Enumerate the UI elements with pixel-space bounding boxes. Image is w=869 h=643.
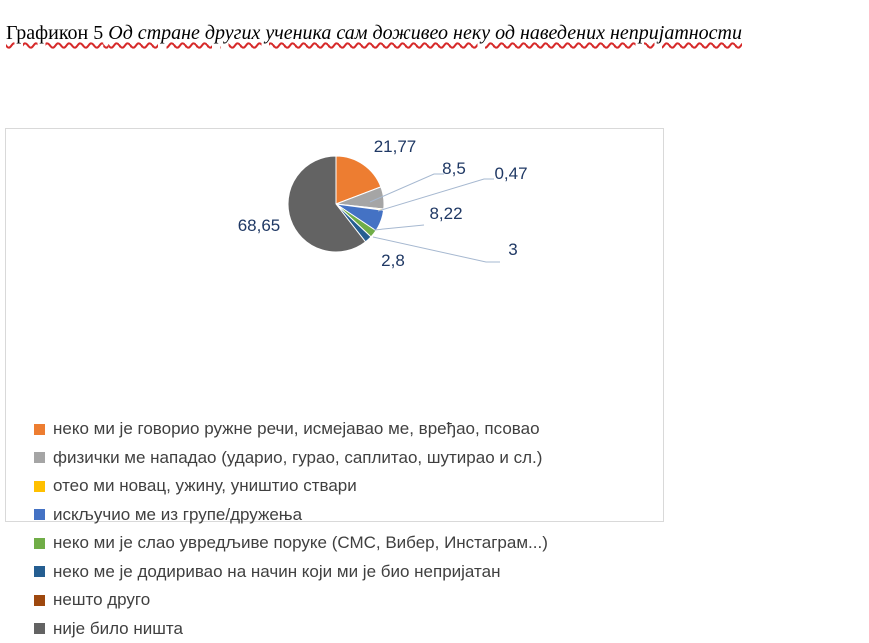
chart-legend: неко ми је говорио ружне речи, исмејавао…: [34, 415, 548, 643]
legend-label: неко ми је говорио ружне речи, исмејавао…: [53, 419, 540, 439]
legend-label: искључио ме из групе/дружења: [53, 505, 302, 525]
legend-label: није било ништа: [53, 619, 183, 639]
legend-item: отео ми новац, ужину, уништио ствари: [34, 472, 548, 501]
legend-label: неко ме је додиривао на начин који ми је…: [53, 562, 500, 582]
data-label-2: 0,47: [494, 164, 527, 183]
legend-swatch: [34, 509, 45, 520]
data-label-3: 8,22: [429, 204, 462, 223]
legend-label: неко ми је слао увредљиве поруке (СМС, В…: [53, 533, 548, 553]
legend-label: отео ми новац, ужину, уништио ствари: [53, 476, 357, 496]
legend-label: нешто друго: [53, 590, 150, 610]
legend-swatch: [34, 595, 45, 606]
figure-caption: Графикон 5 Од стране других ученика сам …: [6, 22, 742, 45]
data-label-1: 8,5: [442, 159, 466, 178]
leader-line-3: [374, 225, 424, 230]
legend-item: није било ништа: [34, 615, 548, 643]
legend-item: неко ми је говорио ружне речи, исмејавао…: [34, 415, 548, 444]
data-label-0: 21,77: [374, 137, 417, 156]
caption-label: Графикон 5: [6, 22, 103, 44]
legend-swatch: [34, 481, 45, 492]
legend-swatch: [34, 452, 45, 463]
legend-item: искључио ме из групе/дружења: [34, 501, 548, 530]
legend-swatch: [34, 424, 45, 435]
legend-swatch: [34, 566, 45, 577]
data-label-5: 2,8: [381, 251, 405, 270]
legend-item: физички ме нападао (ударио, гурао, сапли…: [34, 444, 548, 473]
legend-label: физички ме нападао (ударио, гурао, сапли…: [53, 448, 542, 468]
data-label-4: 3: [508, 240, 517, 259]
legend-item: нешто друго: [34, 586, 548, 615]
legend-swatch: [34, 538, 45, 549]
legend-item: неко ми је слао увредљиве поруке (СМС, В…: [34, 529, 548, 558]
caption-title: Од стране других ученика сам доживео нек…: [108, 22, 742, 44]
chart-area: 21,77 8,5 0,47 8,22 3 2,8 68,65 неко ми је гов…: [5, 128, 664, 522]
legend-swatch: [34, 623, 45, 634]
legend-item: неко ме је додиривао на начин који ми је…: [34, 558, 548, 587]
data-label-7: 68,65: [238, 216, 281, 235]
